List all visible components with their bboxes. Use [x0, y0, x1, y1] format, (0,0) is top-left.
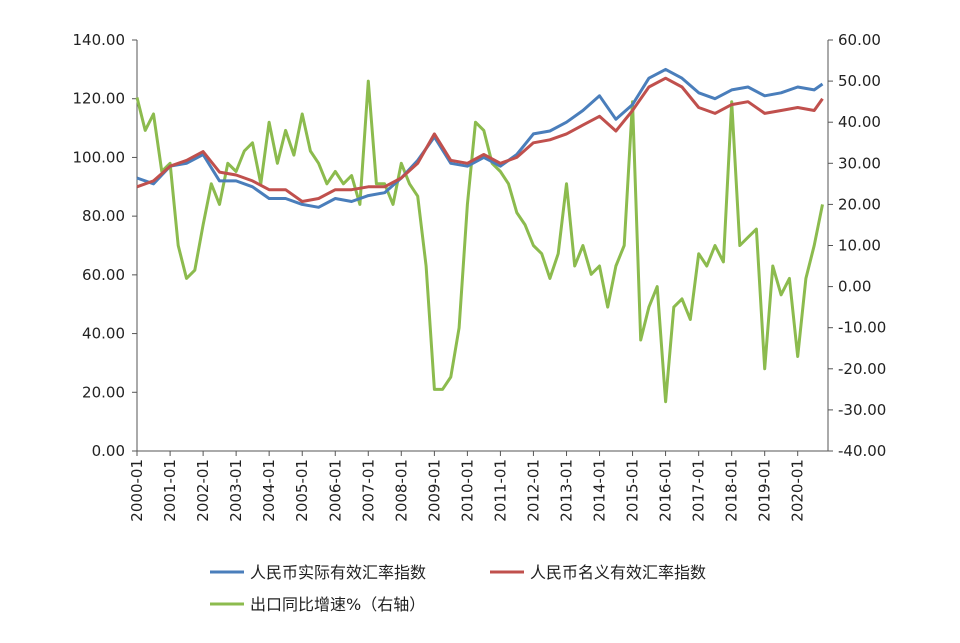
- plot-area: [135, 67, 824, 404]
- series-line-0: [136, 67, 824, 209]
- right-tick-label: 60.00: [838, 31, 881, 49]
- series-line-2: [135, 79, 824, 404]
- x-tick-label: 2011-01: [491, 459, 509, 522]
- x-axis: 2000-01 2001-01 2002-01 2003-01 2004-01 2005-…: [128, 451, 807, 522]
- x-tick-label: 2006-01: [326, 459, 344, 522]
- left-tick-label: 140.00: [73, 31, 126, 49]
- left-tick-label: 20.00: [82, 383, 125, 401]
- right-tick-label: 50.00: [838, 72, 881, 90]
- right-tick-label: 20.00: [838, 195, 881, 213]
- x-tick-label: 2016-01: [657, 459, 675, 522]
- left-tick-label: 120.00: [73, 90, 126, 108]
- right-tick-label: 40.00: [838, 113, 881, 131]
- left-tick-label: 60.00: [82, 266, 125, 284]
- x-tick-label: 2015-01: [624, 459, 642, 522]
- left-tick-label: 40.00: [82, 325, 125, 343]
- x-tick-label: 2005-01: [293, 459, 311, 522]
- right-tick-label: 30.00: [838, 154, 881, 172]
- x-tick-label: 2000-01: [128, 459, 146, 522]
- left-tick-label: 80.00: [82, 207, 125, 225]
- legend-label: 人民币名义有效汇率指数: [530, 563, 706, 582]
- x-tick-label: 2010-01: [458, 459, 476, 522]
- right-y-axis: -40.00 -30.00 -20.00 -10.00 0.00 10.00 20.00 30…: [828, 31, 886, 460]
- x-tick-label: 2003-01: [227, 459, 245, 522]
- x-tick-label: 2012-01: [524, 459, 542, 522]
- left-tick-label: 0.00: [92, 442, 125, 460]
- left-y-axis: 0.00 20.00 40.00 60.00 80.00 100.00 120.00 140.…: [73, 31, 137, 460]
- x-tick-label: 2004-01: [260, 459, 278, 522]
- x-tick-label: 2019-01: [756, 459, 774, 522]
- x-tick-label: 2013-01: [558, 459, 576, 522]
- left-tick-label: 100.00: [73, 148, 126, 166]
- series-line-1: [136, 76, 824, 203]
- right-tick-label: -10.00: [838, 319, 886, 337]
- right-tick-label: -40.00: [838, 442, 886, 460]
- x-tick-label: 2007-01: [359, 459, 377, 522]
- right-tick-label: -30.00: [838, 401, 886, 419]
- x-tick-label: 2001-01: [161, 459, 179, 522]
- right-tick-label: -20.00: [838, 360, 886, 378]
- x-tick-label: 2017-01: [690, 459, 708, 522]
- x-tick-label: 2020-01: [789, 459, 807, 522]
- legend-label: 人民币实际有效汇率指数: [250, 563, 426, 582]
- x-tick-label: 2009-01: [425, 459, 443, 522]
- x-tick-label: 2002-01: [194, 459, 212, 522]
- x-tick-label: 2008-01: [392, 459, 410, 522]
- right-tick-label: 0.00: [838, 278, 871, 296]
- legend-label: 出口同比增速%（右轴）: [250, 595, 425, 614]
- right-tick-label: 10.00: [838, 237, 881, 255]
- x-tick-label: 2018-01: [723, 459, 741, 522]
- x-tick-label: 2014-01: [591, 459, 609, 522]
